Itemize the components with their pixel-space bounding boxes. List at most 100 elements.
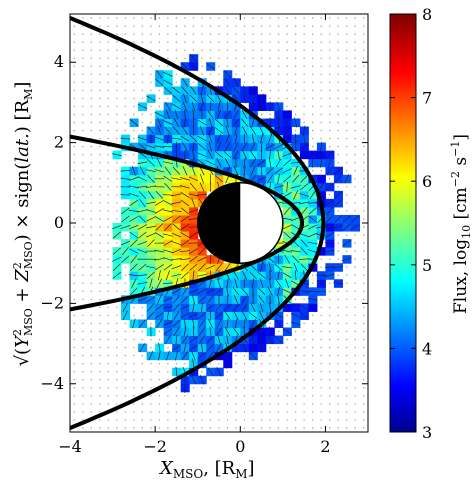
grid-dot bbox=[158, 371, 161, 373]
field-vector bbox=[138, 231, 147, 239]
field-vector bbox=[163, 86, 172, 94]
flux-bin bbox=[155, 263, 165, 272]
field-vector bbox=[154, 145, 165, 148]
grid-dot bbox=[337, 314, 339, 317]
grid-dot bbox=[73, 33, 76, 35]
field-vector bbox=[181, 263, 189, 271]
field-vector bbox=[137, 241, 148, 246]
grid-dot bbox=[82, 97, 84, 100]
flux-bin bbox=[172, 319, 182, 328]
field-vector bbox=[173, 311, 180, 320]
field-vector bbox=[299, 233, 310, 238]
field-vector bbox=[155, 312, 164, 319]
grid-dot bbox=[99, 419, 101, 421]
field-vector bbox=[156, 319, 163, 328]
field-vector bbox=[181, 287, 189, 296]
field-vector bbox=[242, 342, 247, 353]
grid-dot bbox=[141, 354, 144, 357]
field-vector bbox=[256, 176, 267, 182]
grid-dot bbox=[269, 81, 271, 84]
grid-dot bbox=[252, 73, 254, 76]
field-vector bbox=[233, 141, 239, 152]
field-vector bbox=[137, 136, 148, 141]
grid-dot bbox=[269, 57, 271, 59]
grid-dot bbox=[167, 379, 169, 381]
field-vector bbox=[180, 191, 190, 198]
grid-dot bbox=[150, 403, 152, 405]
grid-dot bbox=[286, 97, 288, 100]
grid-dot bbox=[167, 41, 169, 43]
grid-dot bbox=[346, 202, 348, 204]
grid-dot bbox=[354, 354, 356, 357]
grid-dot bbox=[320, 41, 322, 43]
field-vector bbox=[205, 264, 216, 270]
grid-dot bbox=[312, 57, 314, 59]
grid-dot bbox=[82, 145, 84, 148]
grid-dot bbox=[269, 25, 271, 27]
field-vector bbox=[128, 185, 139, 189]
field-vector bbox=[257, 271, 266, 279]
grid-dot bbox=[133, 137, 135, 140]
field-vector bbox=[137, 186, 148, 188]
grid-dot bbox=[363, 49, 365, 51]
grid-dot bbox=[158, 25, 161, 27]
field-vector bbox=[226, 318, 229, 329]
field-vector bbox=[137, 274, 148, 277]
flux-bin bbox=[180, 223, 190, 232]
grid-dot bbox=[363, 194, 365, 196]
field-vector bbox=[223, 151, 232, 159]
grid-dot bbox=[260, 395, 263, 397]
field-vector bbox=[137, 282, 148, 285]
flux-bin bbox=[325, 214, 335, 224]
grid-dot bbox=[218, 395, 220, 397]
field-vector bbox=[277, 286, 281, 297]
grid-dot bbox=[286, 363, 288, 365]
grid-dot bbox=[116, 395, 118, 397]
grid-dot bbox=[167, 25, 169, 27]
grid-dot bbox=[363, 371, 365, 373]
field-vector bbox=[291, 255, 300, 263]
field-vector bbox=[334, 174, 342, 183]
grid-dot bbox=[363, 354, 365, 357]
field-vector bbox=[250, 142, 256, 152]
grid-dot bbox=[150, 65, 152, 67]
grid-dot bbox=[354, 427, 356, 429]
magnetopause-line bbox=[70, 134, 305, 312]
field-vector bbox=[120, 137, 131, 140]
grid-dot bbox=[354, 162, 356, 164]
grid-dot bbox=[303, 25, 305, 27]
field-vector bbox=[174, 109, 179, 120]
grid-dot bbox=[73, 162, 76, 164]
grid-dot bbox=[201, 419, 203, 421]
field-vector bbox=[198, 263, 206, 272]
grid-dot bbox=[99, 170, 101, 172]
grid-dot bbox=[354, 298, 356, 301]
field-vector bbox=[162, 306, 173, 309]
field-vector bbox=[252, 278, 255, 289]
grid-dot bbox=[209, 387, 212, 389]
grid-dot bbox=[82, 363, 84, 365]
grid-dot bbox=[354, 202, 356, 204]
field-vector bbox=[215, 327, 223, 336]
field-vector bbox=[232, 287, 240, 296]
grid-dot bbox=[303, 298, 305, 301]
field-vector bbox=[252, 93, 254, 104]
grid-dot bbox=[286, 105, 288, 108]
flux-bin bbox=[274, 142, 284, 152]
grid-dot bbox=[346, 379, 348, 381]
grid-dot bbox=[243, 65, 246, 67]
field-vector bbox=[198, 327, 206, 336]
grid-dot bbox=[363, 403, 365, 405]
field-vector bbox=[165, 335, 171, 344]
grid-dot bbox=[107, 121, 110, 124]
grid-dot bbox=[329, 97, 331, 100]
grid-dot bbox=[107, 81, 110, 84]
field-vector bbox=[188, 226, 199, 228]
grid-dot bbox=[107, 89, 110, 92]
grid-dot bbox=[141, 419, 144, 421]
flux-bin bbox=[223, 263, 233, 272]
grid-dot bbox=[329, 41, 331, 43]
y-tick-label: −2 bbox=[40, 293, 64, 312]
field-vector bbox=[163, 257, 173, 262]
grid-dot bbox=[99, 105, 101, 108]
